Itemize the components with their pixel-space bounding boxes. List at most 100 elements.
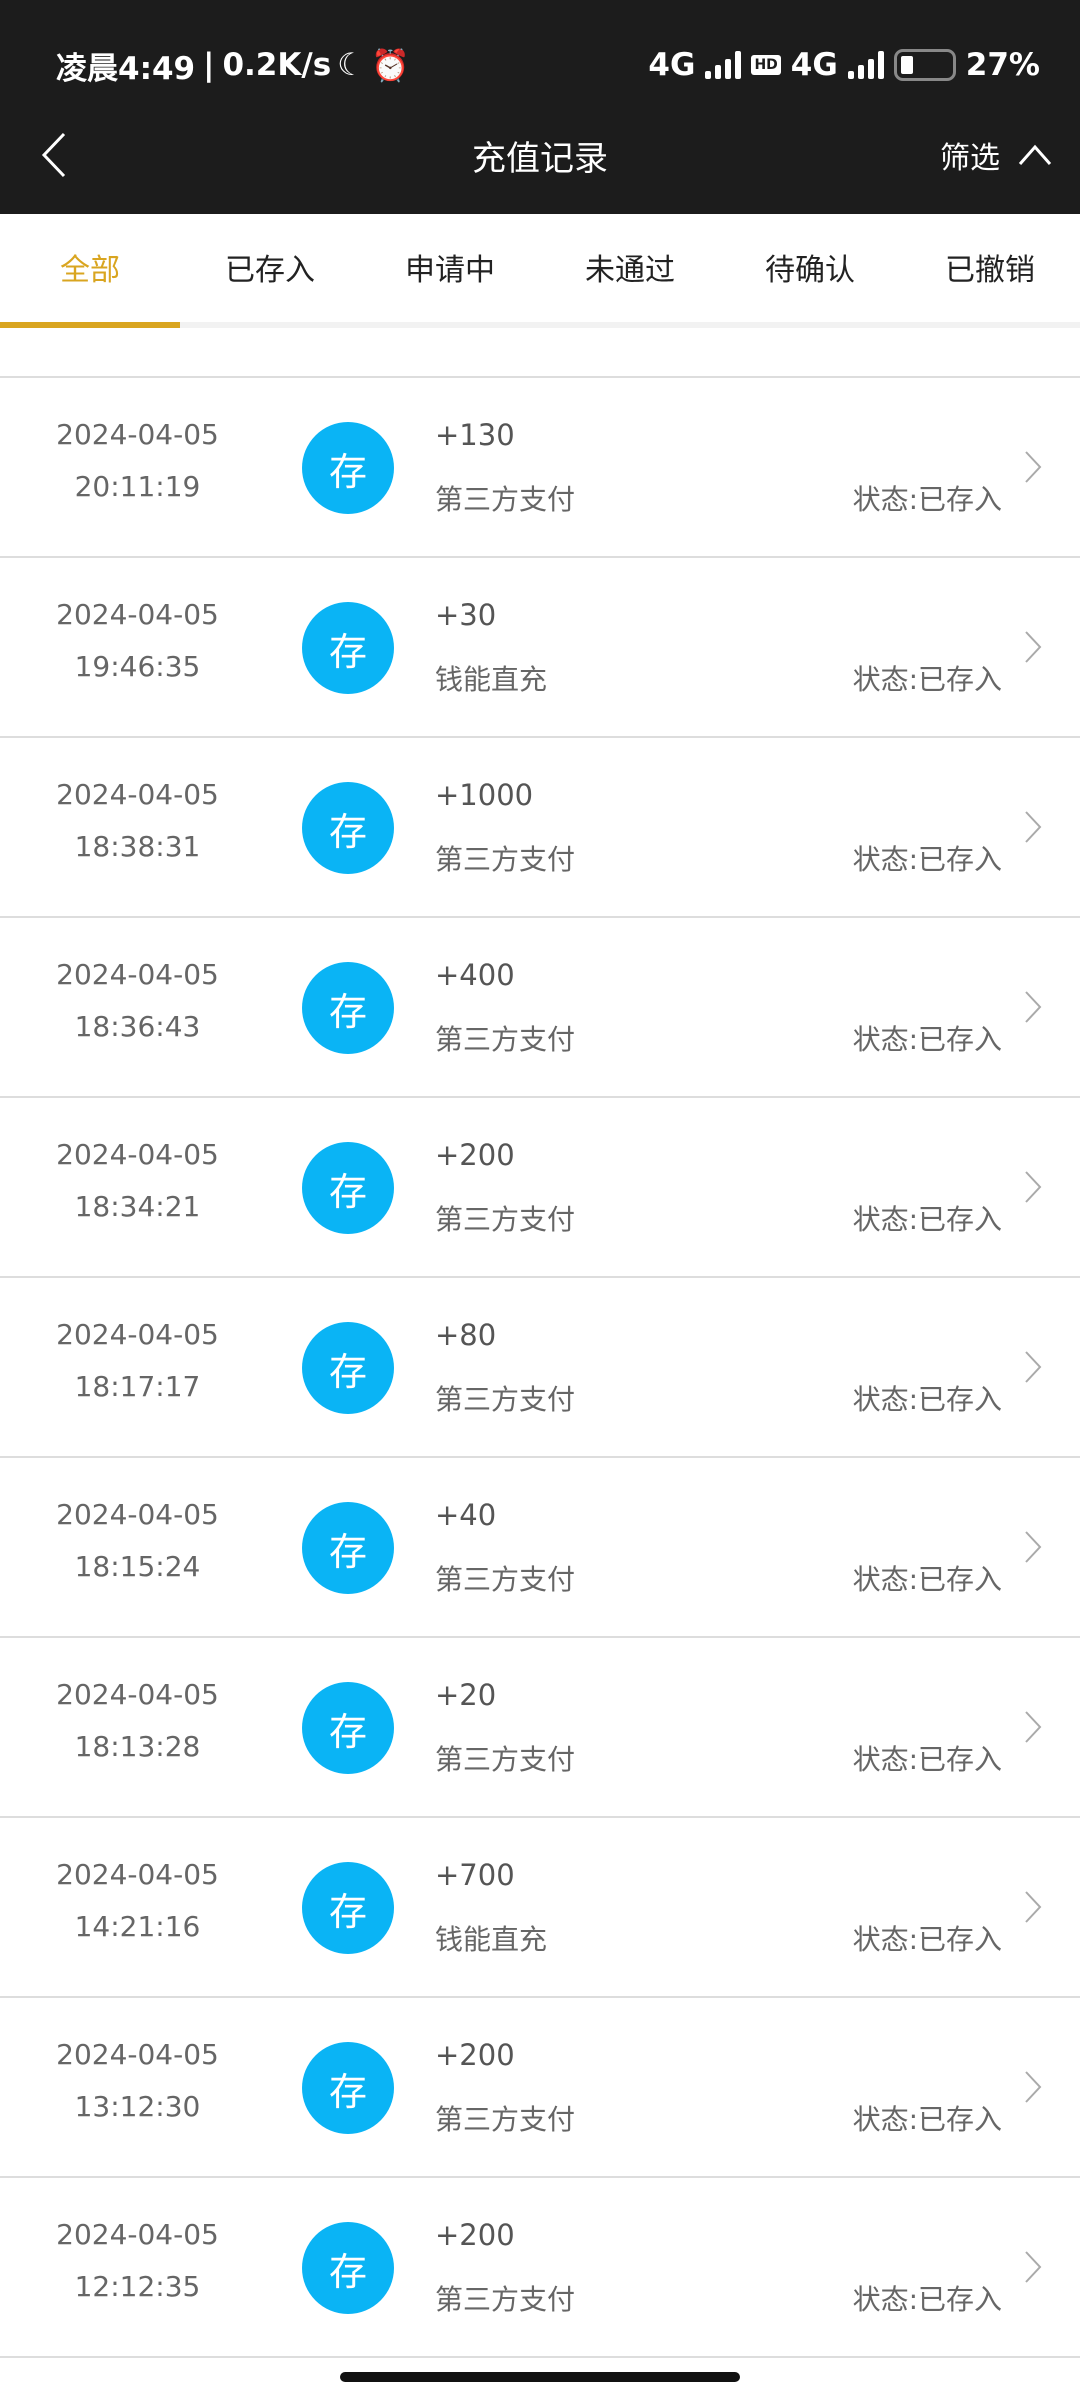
record-row[interactable]: 2024-04-05 18:17:17 存 +80 第三方支付 状态:已存入 — [0, 1278, 1080, 1458]
record-amount: +700 — [435, 1858, 515, 1892]
record-status: 状态:已存入 — [852, 1743, 1002, 1776]
record-date: 2024-04-05 — [56, 1678, 219, 1711]
record-amount: +130 — [435, 418, 515, 452]
record-list: 2024-04-05 20:11:19 存 +130 第三方支付 状态:已存入 … — [0, 378, 1080, 2358]
deposit-badge: 存 — [302, 2042, 394, 2134]
chevron-right-icon — [1025, 1531, 1042, 1563]
header: 充值记录 筛选 — [0, 118, 1080, 192]
moon-icon: ☾ — [337, 47, 365, 83]
tab-2[interactable]: 申请中 — [405, 253, 495, 288]
record-row[interactable]: 2024-04-05 12:12:35 存 +200 第三方支付 状态:已存入 — [0, 2178, 1080, 2358]
record-date: 2024-04-05 — [56, 2038, 219, 2071]
chevron-right-icon — [1025, 1711, 1042, 1743]
status-divider: | — [203, 47, 215, 83]
record-amount: +1000 — [435, 778, 534, 812]
chevron-right-icon — [1025, 451, 1042, 483]
record-status: 状态:已存入 — [852, 1023, 1002, 1056]
tab-0[interactable]: 全部 — [0, 214, 180, 322]
deposit-badge: 存 — [302, 1142, 394, 1234]
deposit-badge: 存 — [302, 1502, 394, 1594]
deposit-badge: 存 — [302, 962, 394, 1054]
battery-percent: 27% — [965, 47, 1040, 83]
record-row[interactable]: 2024-04-05 20:11:19 存 +130 第三方支付 状态:已存入 — [0, 378, 1080, 558]
record-row[interactable]: 2024-04-05 19:46:35 存 +30 钱能直充 状态:已存入 — [0, 558, 1080, 738]
record-time: 13:12:30 — [74, 2090, 201, 2123]
record-time: 20:11:19 — [74, 470, 201, 503]
deposit-badge: 存 — [302, 602, 394, 694]
record-method: 第三方支付 — [435, 1023, 576, 1056]
record-status: 状态:已存入 — [852, 483, 1002, 516]
home-indicator[interactable] — [340, 2372, 740, 2382]
status-speed: 0.2K/s — [222, 47, 332, 83]
filter-button[interactable]: 筛选 — [940, 118, 1052, 192]
record-method: 第三方支付 — [435, 2103, 576, 2136]
chevron-right-icon — [1025, 631, 1042, 663]
record-amount: +400 — [435, 958, 515, 992]
network-label-1: 4G — [648, 47, 696, 83]
tab-3[interactable]: 未通过 — [585, 253, 675, 288]
record-method: 第三方支付 — [435, 843, 576, 876]
record-time: 18:15:24 — [74, 1550, 201, 1583]
record-row[interactable]: 2024-04-05 18:13:28 存 +20 第三方支付 状态:已存入 — [0, 1638, 1080, 1818]
record-time: 18:17:17 — [74, 1370, 201, 1403]
record-date: 2024-04-05 — [56, 778, 219, 811]
record-date: 2024-04-05 — [56, 1498, 219, 1531]
record-method: 第三方支付 — [435, 1383, 576, 1416]
deposit-badge: 存 — [302, 1862, 394, 1954]
record-amount: +200 — [435, 2038, 515, 2072]
spacer — [0, 328, 1080, 378]
tab-bar: 全部 已存入 申请中 未通过 待确认 已撤销 — [0, 214, 1080, 328]
record-row[interactable]: 2024-04-05 18:36:43 存 +400 第三方支付 状态:已存入 — [0, 918, 1080, 1098]
record-amount: +200 — [435, 2218, 515, 2252]
tab-4[interactable]: 待确认 — [765, 253, 855, 288]
record-amount: +30 — [435, 598, 497, 632]
battery-icon — [893, 49, 956, 81]
record-status: 状态:已存入 — [852, 1203, 1002, 1236]
record-time: 18:36:43 — [74, 1010, 201, 1043]
record-status: 状态:已存入 — [852, 1383, 1002, 1416]
tab-1[interactable]: 已存入 — [225, 253, 315, 288]
record-status: 状态:已存入 — [852, 1923, 1002, 1956]
deposit-badge: 存 — [302, 1322, 394, 1414]
filter-label: 筛选 — [940, 141, 1000, 176]
record-method: 第三方支付 — [435, 2283, 576, 2316]
record-row[interactable]: 2024-04-05 13:12:30 存 +200 第三方支付 状态:已存入 — [0, 1998, 1080, 2178]
record-date: 2024-04-05 — [56, 1318, 219, 1351]
record-time: 19:46:35 — [74, 650, 201, 683]
record-status: 状态:已存入 — [852, 1563, 1002, 1596]
deposit-badge: 存 — [302, 422, 394, 514]
chevron-right-icon — [1025, 811, 1042, 843]
record-row[interactable]: 2024-04-05 18:34:21 存 +200 第三方支付 状态:已存入 — [0, 1098, 1080, 1278]
record-row[interactable]: 2024-04-05 18:15:24 存 +40 第三方支付 状态:已存入 — [0, 1458, 1080, 1638]
record-method: 第三方支付 — [435, 1563, 576, 1596]
record-amount: +40 — [435, 1498, 497, 1532]
record-row[interactable]: 2024-04-05 18:38:31 存 +1000 第三方支付 状态:已存入 — [0, 738, 1080, 918]
signal-icon — [705, 51, 742, 79]
chevron-right-icon — [1025, 1171, 1042, 1203]
tab-5[interactable]: 已撤销 — [945, 253, 1035, 288]
hd-icon: HD — [751, 55, 781, 75]
record-date: 2024-04-05 — [56, 1858, 219, 1891]
deposit-badge: 存 — [302, 2222, 394, 2314]
record-time: 12:12:35 — [74, 2270, 201, 2303]
deposit-badge: 存 — [302, 1682, 394, 1774]
chevron-right-icon — [1025, 2071, 1042, 2103]
record-method: 钱能直充 — [435, 1923, 548, 1956]
record-date: 2024-04-05 — [56, 2218, 219, 2251]
back-icon[interactable] — [38, 132, 78, 178]
record-method: 钱能直充 — [435, 663, 548, 696]
chevron-right-icon — [1025, 2251, 1042, 2283]
record-date: 2024-04-05 — [56, 598, 219, 631]
record-row[interactable]: 2024-04-05 14:21:16 存 +700 钱能直充 状态:已存入 — [0, 1818, 1080, 1998]
record-method: 第三方支付 — [435, 1203, 576, 1236]
record-amount: +80 — [435, 1318, 497, 1352]
signal-icon — [847, 51, 884, 79]
chevron-right-icon — [1025, 1891, 1042, 1923]
record-time: 18:13:28 — [74, 1730, 201, 1763]
status-time: 凌晨4:49 — [56, 50, 196, 87]
record-date: 2024-04-05 — [56, 418, 219, 451]
record-time: 18:38:31 — [74, 830, 201, 863]
record-amount: +20 — [435, 1678, 497, 1712]
record-time: 18:34:21 — [74, 1190, 201, 1223]
deposit-badge: 存 — [302, 782, 394, 874]
